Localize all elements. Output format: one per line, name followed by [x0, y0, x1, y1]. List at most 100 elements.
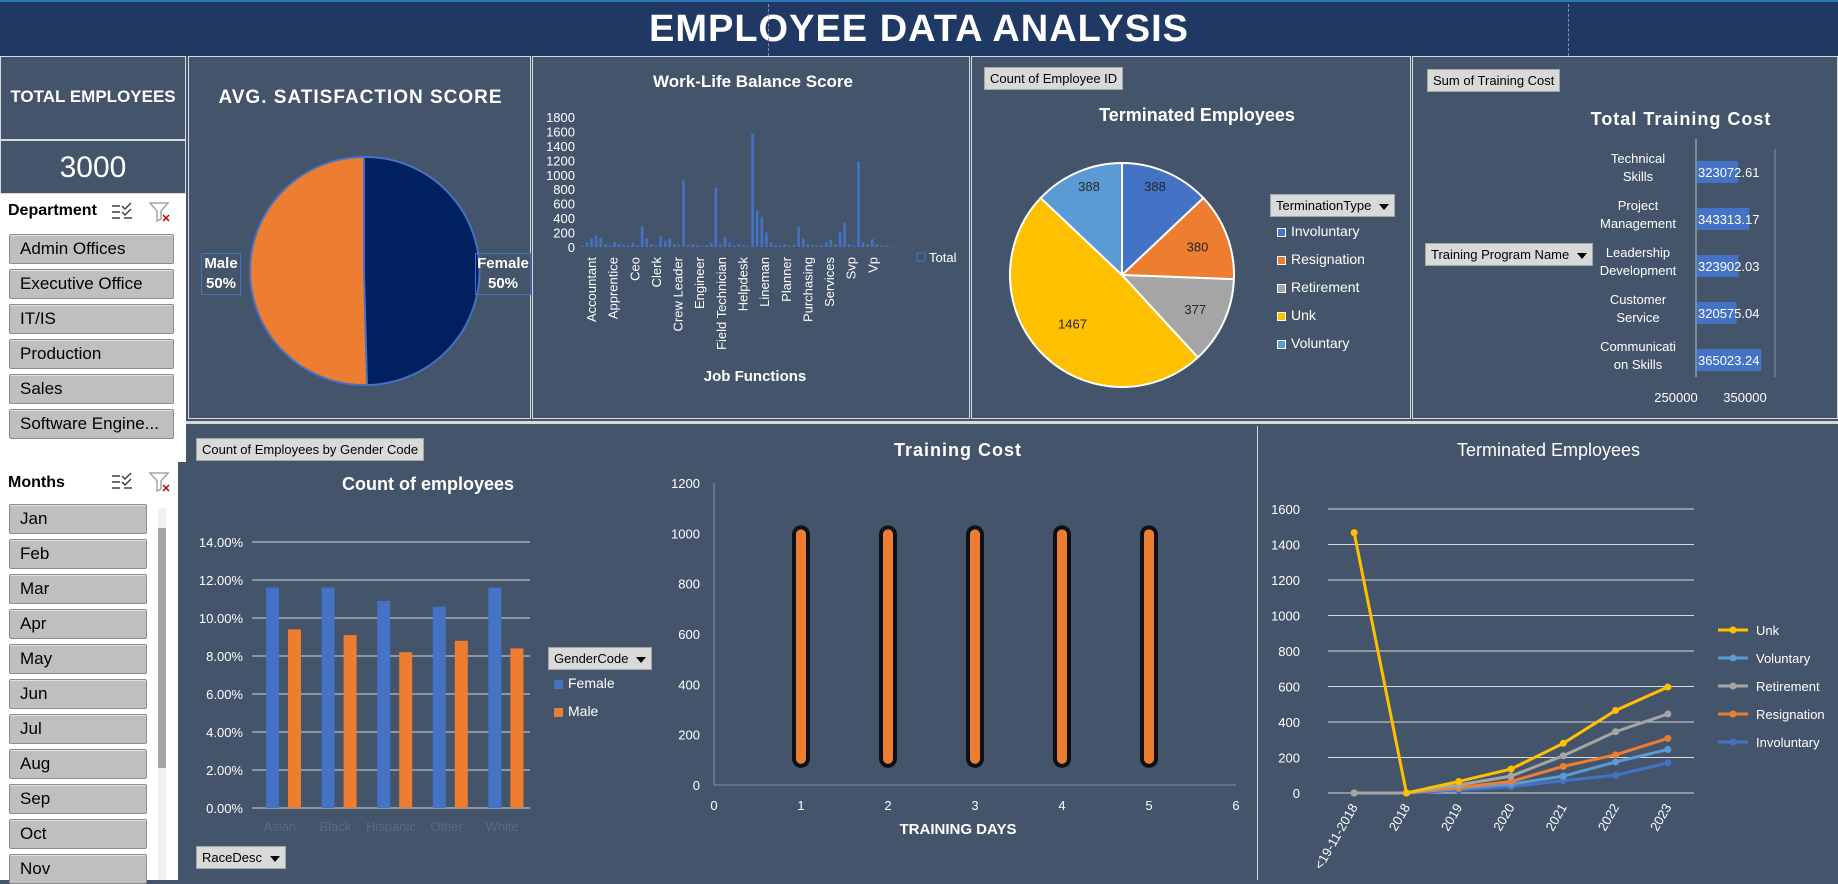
terminated-line-title: Terminated Employees: [1456, 440, 1641, 460]
month-slicer-item[interactable]: Apr: [9, 609, 147, 639]
data-point: [1402, 789, 1410, 797]
legend-label: Male: [568, 703, 599, 719]
legend-marker: [1729, 738, 1737, 746]
title-bar: EMPLOYEE DATA ANALYSIS: [0, 0, 1838, 56]
month-slicer-item[interactable]: Oct: [9, 819, 147, 849]
department-slicer-item[interactable]: Production: [9, 339, 174, 369]
department-slicer-item[interactable]: IT/IS: [9, 304, 174, 334]
bar: [792, 244, 796, 247]
y-tick-label: 1600: [1271, 502, 1300, 517]
bar: [751, 133, 754, 247]
y-tick-label: 600: [678, 627, 700, 642]
clear-filter-icon[interactable]: [148, 201, 172, 223]
legend-swatch: [1277, 283, 1286, 293]
female-pct: 50%: [487, 275, 519, 292]
terminated-pie-panel: Count of Employee ID Terminated Employee…: [971, 56, 1411, 419]
month-slicer-item[interactable]: May: [9, 644, 147, 674]
month-slicer-item[interactable]: Jul: [9, 714, 147, 744]
clear-filter-icon[interactable]: [148, 471, 172, 493]
bar: [889, 246, 892, 247]
training-cost-chart: 0 200 400 600 800 1000 1200 0 1 2 3 4 5 6 TRAINING DAY…: [671, 476, 1240, 838]
female-label: Female: [477, 255, 529, 272]
multi-select-icon[interactable]: [110, 202, 134, 222]
total-employees-value: 3000: [59, 151, 127, 184]
department-slicer-item[interactable]: Admin Offices: [9, 234, 174, 264]
bar: [769, 242, 773, 247]
training-total-panel: Sum of Training Cost Total Training Cost…: [1412, 56, 1838, 419]
training-total-tag[interactable]: Sum of Training Cost: [1427, 69, 1561, 92]
multi-select-icon[interactable]: [110, 472, 134, 492]
data-point: [1612, 751, 1620, 759]
x-tick-label: Svp: [844, 257, 859, 279]
bar: [728, 242, 731, 247]
x-tick-label: Lineman: [757, 257, 772, 307]
department-slicer-item[interactable]: Sales: [9, 374, 174, 404]
data-label: 377: [1184, 302, 1206, 317]
bar: [654, 245, 658, 247]
legend-marker: [1729, 682, 1737, 690]
department-slicer-item[interactable]: Executive Office: [9, 269, 174, 299]
slicer-scrollbar[interactable]: [158, 508, 166, 880]
x-tick-label: 2019: [1438, 801, 1465, 834]
legend-swatch: [554, 707, 563, 717]
y-tick-label: 1000: [546, 168, 575, 183]
y-tick-label: 10.00%: [199, 611, 244, 626]
x-tick-label: 6: [1232, 798, 1239, 813]
termination-type-dropdown[interactable]: TerminationType: [1270, 194, 1396, 217]
month-slicer-item[interactable]: Mar: [9, 574, 147, 604]
bar: [343, 635, 357, 808]
y-tick-label: 0: [1293, 786, 1300, 801]
month-slicer-item[interactable]: Jan: [9, 504, 147, 534]
training-program-dropdown[interactable]: Training Program Name: [1425, 243, 1594, 266]
total-employees-value-box: 3000: [0, 140, 186, 194]
legend-label: Involuntary: [1756, 735, 1820, 750]
month-slicer-item[interactable]: Aug: [9, 749, 147, 779]
bar: [834, 244, 837, 247]
data-point: [1559, 739, 1567, 747]
department-slicer-item[interactable]: Software Engine...: [9, 409, 174, 439]
y-tick-label: Management: [1600, 216, 1676, 231]
data-point: [1507, 777, 1515, 785]
bar: [599, 237, 603, 247]
y-tick-label: 600: [553, 197, 575, 212]
y-tick-label: 4.00%: [206, 725, 243, 740]
month-slicer-item[interactable]: Sep: [9, 784, 147, 814]
race-dropdown[interactable]: RaceDesc: [196, 846, 286, 869]
bar: [686, 244, 690, 247]
legend-item: Resignation: [1277, 251, 1365, 267]
y-tick-label: 8.00%: [206, 649, 243, 664]
bar: [815, 245, 819, 247]
legend-item: Involuntary: [1277, 223, 1359, 239]
x-tick-label: Vp: [865, 257, 880, 273]
legend-swatch: [916, 252, 926, 262]
bar: [719, 244, 722, 247]
bar: [1697, 349, 1762, 371]
month-slicer-item[interactable]: Nov: [9, 854, 147, 884]
y-tick-label: on Skills: [1614, 357, 1663, 372]
bar: [454, 640, 468, 808]
bar: [377, 600, 391, 808]
y-tick-label: 1800: [546, 110, 575, 125]
bar: [847, 244, 851, 247]
y-tick-label: 2.00%: [206, 763, 243, 778]
bar: [838, 231, 842, 247]
x-tick-label: Crew Leader: [671, 256, 686, 331]
y-tick-label: 1200: [671, 476, 700, 491]
bar: [857, 161, 860, 247]
data-label: 343313.17: [1698, 212, 1759, 227]
bar: [806, 244, 810, 247]
training-cost-title: Training Cost: [893, 440, 1022, 460]
y-tick-label: Technical: [1611, 151, 1665, 166]
data-label: 323072.61: [1698, 165, 1759, 180]
x-tick-label: Asian: [264, 819, 297, 834]
bar: [755, 210, 759, 247]
bar: [613, 241, 616, 247]
x-tick-label: 2018: [1386, 801, 1413, 834]
bar: [590, 238, 593, 247]
terminated-pie-tag[interactable]: Count of Employee ID: [984, 67, 1124, 90]
gender-code-dropdown[interactable]: GenderCode: [548, 647, 653, 670]
month-slicer-item[interactable]: Jun: [9, 679, 147, 709]
gender-chart: 0.00% 2.00% 4.00% 6.00% 8.00% 10.00% 12.00% 14.…: [199, 535, 530, 834]
month-slicer-item[interactable]: Feb: [9, 539, 147, 569]
gender-tag[interactable]: Count of Employees by Gender Code: [196, 438, 425, 461]
